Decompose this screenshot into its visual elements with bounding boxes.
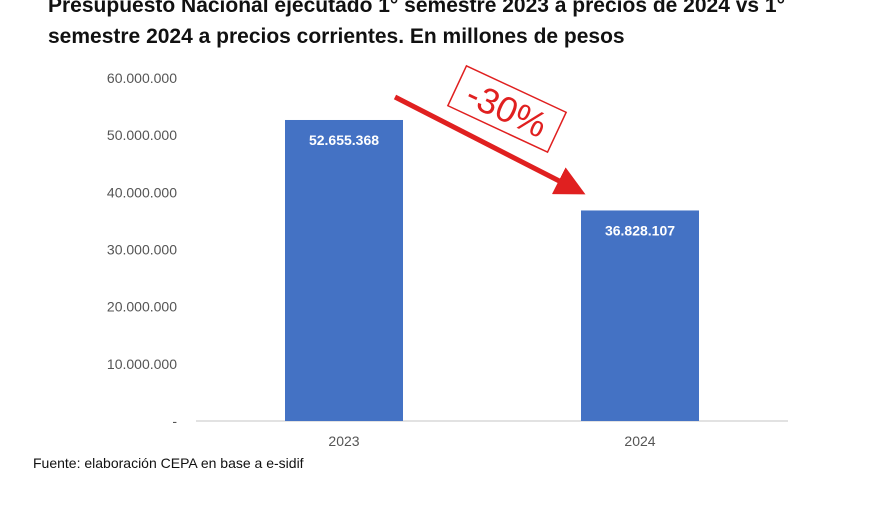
x-tick-label: 2024 (624, 433, 655, 449)
bar-value-label: 52.655.368 (309, 132, 379, 148)
decrease-arrow (393, 94, 586, 195)
percentage-box (446, 64, 568, 154)
chart-title-line-2: semestre 2024 a precios corrientes. En m… (48, 25, 625, 48)
source-note: Fuente: elaboración CEPA en base a e-sid… (33, 455, 304, 471)
x-tick-label: 2023 (328, 433, 359, 449)
chart-title-line-1: Presupuesto Nacional ejecutado 1° semest… (48, 0, 785, 17)
bar (285, 119, 403, 421)
y-tick-label: 20.000.000 (107, 299, 177, 315)
bars: 52.655.368 36.828.107 (285, 119, 699, 421)
y-tick-label: - (172, 413, 177, 429)
y-tick-label: 50.000.000 (107, 127, 177, 143)
change-annotation: -30% (393, 64, 586, 195)
y-tick-label: 10.000.000 (107, 356, 177, 372)
bar-value-label: 36.828.107 (605, 222, 675, 238)
y-axis: - 10.000.000 20.000.000 30.000.000 40.000.00… (107, 70, 177, 429)
y-tick-label: 30.000.000 (107, 242, 177, 258)
y-tick-label: 40.000.000 (107, 184, 177, 200)
chart-title: Presupuesto Nacional ejecutado 1° semest… (48, 0, 878, 52)
y-tick-label: 60.000.000 (107, 70, 177, 86)
bar (581, 210, 699, 421)
x-axis: 2023 2024 (328, 433, 655, 449)
